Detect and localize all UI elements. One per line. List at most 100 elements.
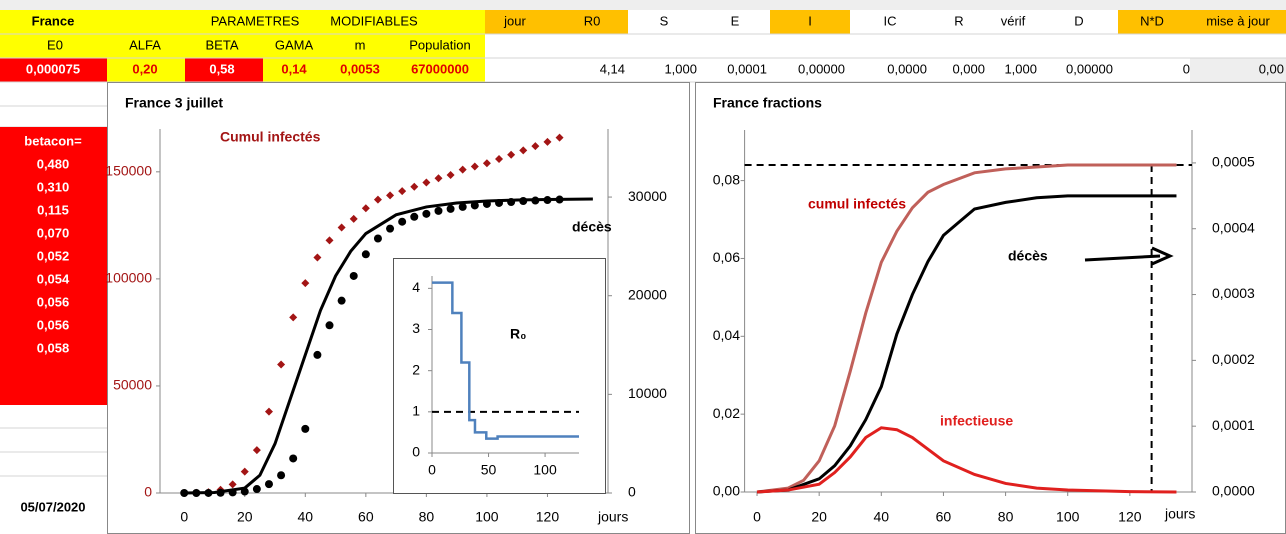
- y-tick-label: 1: [412, 403, 420, 419]
- data-point: [458, 165, 467, 174]
- y-tick-label: 150000: [105, 163, 152, 179]
- arrow-head: [1151, 246, 1174, 266]
- y2-tick-label: 0,0005: [1212, 154, 1255, 170]
- series-line: [184, 197, 593, 495]
- y2-tick-label: 0,0002: [1212, 351, 1255, 367]
- x-tick-label: 50: [481, 462, 497, 478]
- data-point: [337, 296, 346, 305]
- value-cell: 0: [1183, 61, 1190, 76]
- x-tick-label: 100: [475, 509, 499, 525]
- data-point: [434, 174, 443, 183]
- data-point: [325, 321, 334, 330]
- series-label: décès: [572, 219, 612, 235]
- param-name-cell: m: [355, 37, 366, 52]
- betacon-value: 0,115: [37, 202, 69, 217]
- header-cell: vérif: [1001, 13, 1026, 28]
- y2-tick-label: 0,0003: [1212, 285, 1255, 301]
- header-cell: D: [1074, 13, 1083, 28]
- x-tick-label: 0: [428, 462, 436, 478]
- x-tick-label: 100: [1056, 509, 1080, 525]
- chart: 0 20 40 60 80 100 1200500001000001500000100002…: [105, 95, 667, 525]
- data-point: [470, 201, 479, 210]
- chart-title: France 3 juillet: [125, 95, 223, 111]
- value-cell: 0,000: [952, 61, 985, 76]
- x-tick-label: 0: [180, 509, 188, 525]
- y-tick-label: 3: [412, 320, 420, 336]
- data-point: [434, 206, 443, 215]
- header-cell: R0: [584, 13, 601, 28]
- betacon-value: 0,056: [37, 294, 70, 309]
- betacon-value: 0,054: [37, 271, 70, 286]
- data-point: [240, 467, 249, 476]
- data-point: [458, 202, 467, 211]
- y-tick-label: 2: [412, 361, 420, 377]
- x-tick-label: 80: [419, 509, 435, 525]
- data-point: [228, 480, 237, 489]
- data-point: [361, 204, 370, 213]
- y-tick-label: 0,00: [713, 483, 740, 499]
- value-cell: 0,00: [1259, 61, 1284, 76]
- data-point: [361, 250, 370, 259]
- data-point: [301, 424, 310, 433]
- y-tick-label: 0,06: [713, 249, 740, 265]
- x-axis-label: jours: [597, 509, 628, 525]
- y-tick-label: 4: [412, 279, 420, 295]
- x-tick-label: 60: [358, 509, 374, 525]
- data-point: [422, 178, 431, 187]
- header-cell: France: [32, 13, 75, 28]
- y-tick-label: 0,08: [713, 171, 740, 187]
- data-point: [289, 454, 298, 463]
- chart: 0 20 40 60 80 100 120 0,00 0,02 0,04 0,06 0,08 0,000…: [713, 95, 1255, 525]
- series-label: cumul infectés: [808, 196, 906, 212]
- series-line: [756, 194, 1177, 494]
- data-point: [349, 271, 358, 280]
- x-tick-label: 20: [811, 509, 827, 525]
- y2-tick-label: 10000: [628, 385, 667, 401]
- param-name-cell: BETA: [206, 37, 239, 52]
- y2-tick-label: 0: [628, 484, 636, 500]
- data-point: [398, 187, 407, 196]
- x-tick-label: 80: [998, 509, 1014, 525]
- y-tick-label: 0,04: [713, 327, 740, 343]
- data-point: [277, 360, 286, 369]
- value-cell: 1,000: [1004, 61, 1037, 76]
- data-point: [277, 471, 286, 480]
- red-cell: [0, 58, 107, 82]
- param-name-cell: E0: [47, 37, 63, 52]
- chart-frame: [695, 82, 1286, 534]
- series-line: [432, 281, 579, 440]
- header-cell: MODIFIABLES: [330, 13, 418, 28]
- value-cell: 0,0000: [887, 61, 927, 76]
- y-tick-label: 0: [144, 484, 152, 500]
- data-point: [519, 146, 528, 155]
- value-cell: 0,58: [209, 61, 234, 76]
- header-cell: jour: [503, 13, 526, 28]
- y2-tick-label: 20000: [628, 286, 667, 302]
- yellow-cell: [263, 58, 485, 82]
- series-label: infectieuse: [940, 413, 1013, 429]
- red-cell: [185, 58, 263, 82]
- series-label: Cumul infectés: [220, 129, 321, 145]
- header-cell: mise à jour: [1206, 13, 1270, 28]
- value-cell: 0,0001: [727, 61, 767, 76]
- value-cell: 67000000: [411, 61, 469, 76]
- data-point: [507, 150, 516, 159]
- data-point: [531, 142, 540, 151]
- data-point: [410, 182, 419, 191]
- data-point: [422, 209, 431, 218]
- betacon-value: 0,052: [37, 248, 70, 263]
- x-tick-label: 0: [753, 509, 761, 525]
- data-point: [289, 313, 298, 322]
- chart-title: R₀: [510, 326, 526, 342]
- header-cell: IC: [884, 13, 897, 28]
- yellow-cell: [107, 58, 185, 82]
- x-tick-label: 120: [1118, 509, 1142, 525]
- header-cell: E: [731, 13, 740, 28]
- betacon-value: 0,056: [37, 317, 70, 332]
- y2-tick-label: 0,0004: [1212, 219, 1255, 235]
- data-point: [252, 446, 261, 455]
- data-point: [349, 214, 358, 223]
- data-point: [264, 407, 273, 416]
- chart: 0 50 100 0 1 2 3 4 R₀: [393, 258, 606, 494]
